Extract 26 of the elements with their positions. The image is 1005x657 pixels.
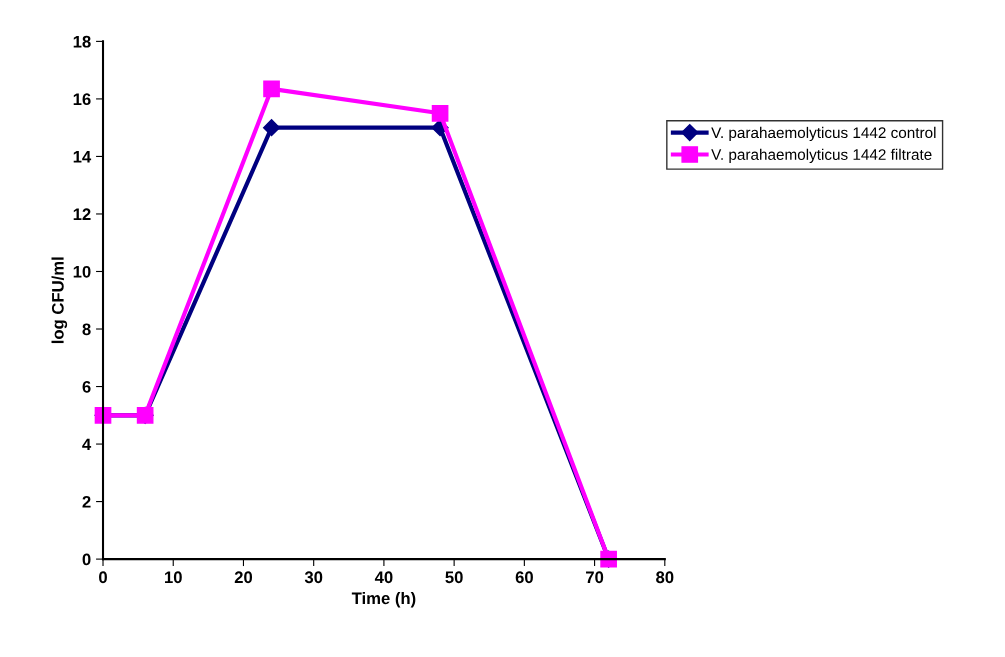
point (263, 80, 280, 98)
y-tick-label: 12 (73, 208, 91, 220)
x-tick-label: 10 (165, 571, 182, 584)
y-tick-label: 10 (73, 265, 91, 278)
legend-label: V. parahaemolyticus 1442 filtrate (711, 148, 932, 163)
y-tick-label: 18 (73, 35, 91, 48)
x-tick-label: 80 (656, 571, 674, 584)
y-tick-label: 0 (82, 553, 91, 566)
x-tick-label: 0 (99, 571, 107, 584)
y-axis-title: log CFU/ml (51, 257, 68, 344)
x-tick-label: 20 (234, 571, 253, 584)
legend-label: V. parahaemolyticus 1442 control (711, 126, 936, 142)
x-tick-label: 40 (374, 571, 393, 584)
x-tick-label: 50 (445, 571, 463, 584)
y-tick-label: 4 (82, 438, 92, 451)
x-axis-title: Time (h) (351, 592, 416, 608)
y-tick-label: 16 (73, 93, 91, 106)
y-tick-label: 14 (73, 151, 92, 163)
y-tick-label: 6 (82, 380, 91, 393)
x-tick-label: 60 (515, 571, 533, 584)
y-tick-label: 8 (82, 323, 91, 336)
point (262, 119, 281, 137)
x-tick-label: 70 (586, 571, 604, 584)
point (431, 104, 449, 122)
x-tick-label: 30 (304, 571, 323, 584)
y-tick-label: 2 (82, 495, 91, 508)
